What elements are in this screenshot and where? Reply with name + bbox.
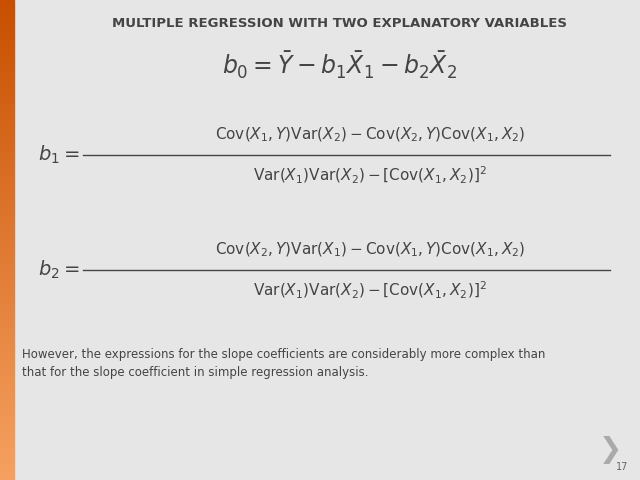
Bar [0,472,14,480]
Bar [0,72,14,80]
Bar [0,384,14,392]
Bar [0,0,14,8]
Bar [0,160,14,168]
Text: MULTIPLE REGRESSION WITH TWO EXPLANATORY VARIABLES: MULTIPLE REGRESSION WITH TWO EXPLANATORY… [113,17,568,30]
Bar [0,320,14,328]
Bar [0,232,14,240]
Bar [0,400,14,408]
Bar [0,80,14,88]
Bar [0,376,14,384]
Bar [0,408,14,416]
Text: $\mathrm{Cov}(X_1,Y)\mathrm{Var}(X_2) - \mathrm{Cov}(X_2,Y)\mathrm{Cov}(X_1,X_2): $\mathrm{Cov}(X_1,Y)\mathrm{Var}(X_2) - … [215,126,525,144]
Bar [0,392,14,400]
Bar [0,248,14,256]
Bar [0,200,14,208]
Bar [0,272,14,280]
Bar [0,216,14,224]
Text: $b_1 =$: $b_1 =$ [38,144,80,166]
Bar [0,288,14,296]
Text: $\mathrm{Var}(X_1)\mathrm{Var}(X_2) - \left[\mathrm{Cov}(X_1,X_2)\right]^2$: $\mathrm{Var}(X_1)\mathrm{Var}(X_2) - \l… [253,279,487,300]
Bar [0,240,14,248]
Text: $b_0 = \bar{Y} - b_1\bar{X}_1 - b_2\bar{X}_2$: $b_0 = \bar{Y} - b_1\bar{X}_1 - b_2\bar{… [223,49,458,81]
Bar [0,192,14,200]
Bar [0,368,14,376]
Bar [0,88,14,96]
Bar [0,64,14,72]
Bar [0,328,14,336]
Text: 17: 17 [616,462,628,472]
Bar [0,352,14,360]
Bar [0,32,14,40]
Bar [0,440,14,448]
Text: $\mathrm{Var}(X_1)\mathrm{Var}(X_2) - \left[\mathrm{Cov}(X_1,X_2)\right]^2$: $\mathrm{Var}(X_1)\mathrm{Var}(X_2) - \l… [253,165,487,186]
Text: ❯: ❯ [598,436,621,464]
Bar [0,56,14,64]
Bar [0,464,14,472]
Bar [0,168,14,176]
Bar [0,48,14,56]
Text: However, the expressions for the slope coefficients are considerably more comple: However, the expressions for the slope c… [22,348,545,379]
Bar [0,176,14,184]
Bar [0,120,14,128]
Bar [0,152,14,160]
Bar [0,312,14,320]
Bar [0,144,14,152]
Bar [0,432,14,440]
Text: $b_2 =$: $b_2 =$ [38,259,80,281]
Bar [0,336,14,344]
Bar [0,264,14,272]
Bar [0,112,14,120]
Bar [0,448,14,456]
Bar [0,256,14,264]
Bar [0,24,14,32]
Bar [0,456,14,464]
Bar [0,16,14,24]
Bar [0,184,14,192]
Bar [0,96,14,104]
Text: $\mathrm{Cov}(X_2,Y)\mathrm{Var}(X_1) - \mathrm{Cov}(X_1,Y)\mathrm{Cov}(X_1,X_2): $\mathrm{Cov}(X_2,Y)\mathrm{Var}(X_1) - … [215,241,525,259]
Bar [0,224,14,232]
Bar [0,8,14,16]
Bar [0,424,14,432]
Bar [0,304,14,312]
Bar [0,136,14,144]
Bar [0,208,14,216]
Bar [0,280,14,288]
Bar [0,40,14,48]
Bar [0,360,14,368]
Bar [0,296,14,304]
Bar [0,344,14,352]
Bar [0,128,14,136]
Bar [0,416,14,424]
Bar [0,104,14,112]
